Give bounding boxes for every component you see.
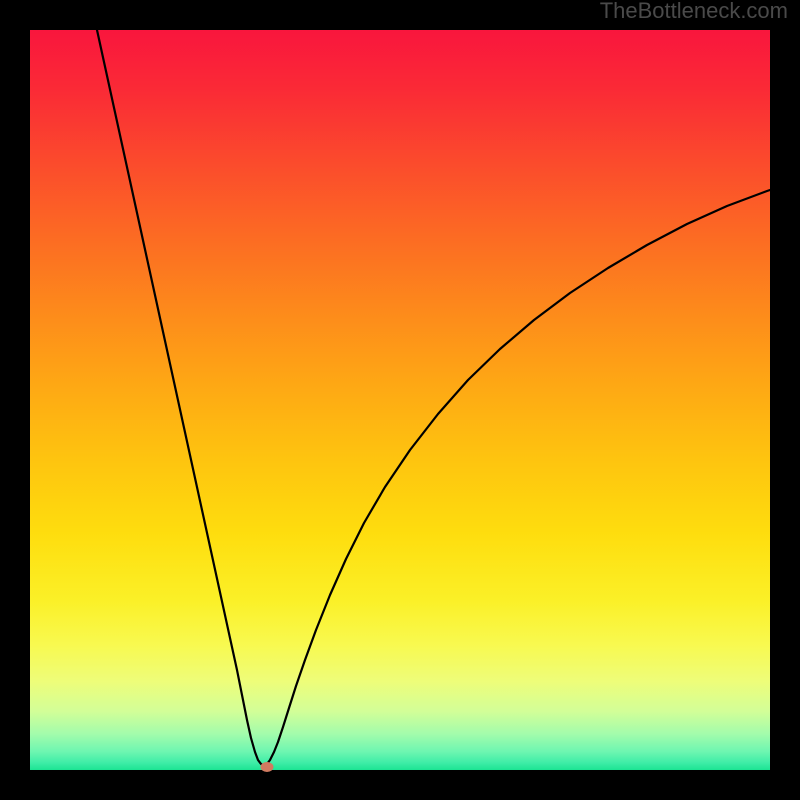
chart-svg: TheBottleneck.com (0, 0, 800, 800)
chart-container: TheBottleneck.com (0, 0, 800, 800)
minimum-marker (261, 762, 274, 772)
plot-background (30, 30, 770, 770)
attribution-text: TheBottleneck.com (600, 0, 788, 23)
